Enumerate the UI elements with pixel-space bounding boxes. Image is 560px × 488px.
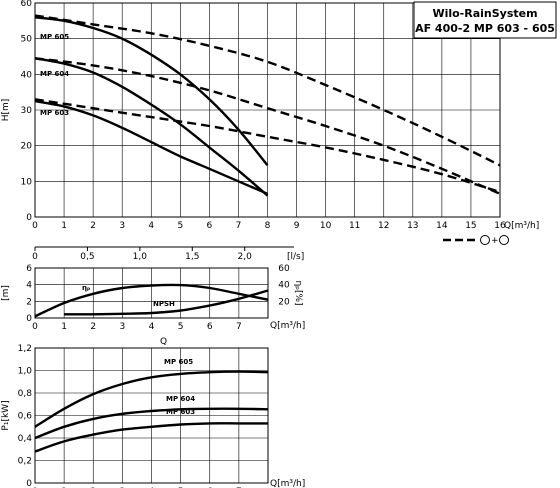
y2-tick-label: 60	[278, 264, 290, 274]
x2-tick-label: 1,0	[133, 252, 148, 262]
y-tick-label: 60	[21, 0, 33, 9]
series-label-eta: ηₚ	[82, 284, 90, 292]
plot-frame	[34, 347, 269, 484]
x-axis-label: Q[m³/h]	[504, 221, 539, 231]
series-label-mp603: MP 603	[40, 109, 69, 117]
y-tick-label: 0,8	[18, 389, 33, 399]
series-label-npsh: NPSH	[153, 300, 175, 308]
series-line	[34, 407, 269, 440]
y-tick-label: 0	[26, 314, 32, 324]
x2-tick-label: 1,5	[185, 252, 199, 262]
x-tick-label: 4	[148, 221, 154, 231]
x-tick-label: 5	[177, 221, 183, 231]
pump-symbol-icon	[480, 235, 490, 245]
x-tick-label: 3	[119, 221, 125, 231]
q-label-mid: Q	[160, 337, 167, 347]
y-tick-label: 20	[21, 142, 33, 152]
x-tick-label: 2	[90, 221, 96, 231]
x-tick-label: 2	[90, 322, 96, 332]
series-line	[34, 57, 269, 197]
x-tick-label: 12	[378, 221, 389, 231]
x-axis-label: Q[m³/h]	[270, 321, 305, 331]
y-tick-label: 40	[21, 70, 33, 80]
x-tick-label: 14	[436, 221, 448, 231]
x-tick-label: 8	[265, 221, 271, 231]
x-tick-label: 15	[465, 221, 476, 231]
y-tick-label: 10	[21, 177, 33, 187]
y-tick-label: 0	[26, 479, 32, 488]
series-label-mp605: MP 605	[164, 358, 193, 366]
y-tick-label: 0,4	[18, 434, 33, 444]
y-tick-label: 4	[26, 281, 32, 291]
x-tick-label: 7	[236, 322, 242, 332]
series-label-mp604: MP 604	[166, 395, 195, 403]
series-line	[34, 57, 501, 195]
y-tick-label: 2	[26, 297, 32, 307]
series-label-mp603: MP 603	[166, 408, 195, 416]
x2-tick-label: 0,5	[80, 252, 94, 262]
x-tick-label: 1	[61, 322, 67, 332]
x-axis-label: Q[m³/h]	[270, 479, 305, 488]
legend-plus: +	[491, 236, 499, 246]
pump-symbol-icon	[499, 235, 509, 245]
series-line	[34, 14, 501, 167]
head-chart: 0 1 2 3 4 5 6 7 8 9 10 11 12 13 14 15 160102030405060H[m…	[1, 0, 539, 231]
x2-tick-label: 0	[32, 252, 38, 262]
title-line-2: AF 400-2 MP 603 - 605	[415, 22, 555, 35]
x-tick-label: 9	[294, 221, 300, 231]
y-tick-label: 30	[21, 106, 33, 116]
x-tick-label: 0	[32, 221, 38, 231]
y2-tick-label: 20	[278, 297, 290, 307]
series-line	[64, 289, 269, 316]
y-axis-label: P₁[kW]	[1, 400, 11, 430]
power-chart: 0123456700,20,40,60,81,01,2P₁[kW]Q[m³/h]…	[1, 344, 305, 488]
series-line	[34, 370, 269, 428]
series-line	[34, 98, 501, 194]
x-tick-label: 16	[494, 221, 506, 231]
series-line	[34, 16, 269, 167]
y2-tick-label: 40	[278, 281, 290, 291]
y-tick-label: 50	[21, 35, 33, 45]
x-tick-label: 6	[207, 322, 213, 332]
plot-frame	[34, 267, 269, 319]
title-box: Wilo-RainSystem AF 400-2 MP 603 - 605	[413, 1, 557, 39]
series-label-mp605: MP 605	[40, 33, 69, 41]
x-tick-label: 6	[207, 221, 213, 231]
x-tick-label: 3	[120, 322, 126, 332]
x-tick-label: 4	[149, 322, 155, 332]
x2-tick-label: 2,0	[238, 252, 253, 262]
x-tick-label: 0	[32, 322, 38, 332]
x-tick-label: 11	[349, 221, 360, 231]
series-label-mp604: MP 604	[40, 70, 69, 78]
x2-axis-label: [l/s]	[287, 252, 304, 262]
x-tick-label: 10	[320, 221, 332, 231]
y-tick-label: 0	[26, 213, 32, 223]
series-line	[34, 283, 269, 318]
series-line	[34, 99, 268, 195]
y-tick-label: 1,2	[18, 344, 32, 354]
y-tick-label: 6	[26, 264, 32, 274]
x-tick-label: 7	[236, 221, 242, 231]
x-tick-label: 1	[61, 221, 67, 231]
y-axis-label: [m]	[1, 285, 11, 301]
y2-axis-label: ηₚ[%]	[293, 280, 303, 305]
plot-frame	[34, 2, 501, 218]
y-tick-label: 0,6	[18, 412, 33, 422]
x-tick-label: 13	[407, 221, 418, 231]
legend: +	[443, 235, 509, 246]
x-tick-label: 5	[178, 322, 184, 332]
y-tick-label: 1,0	[18, 367, 33, 377]
y-axis-label: H[m]	[1, 99, 11, 122]
y-tick-label: 0,2	[18, 457, 32, 467]
title-line-1: Wilo-RainSystem	[432, 7, 537, 20]
series-line	[34, 422, 268, 453]
